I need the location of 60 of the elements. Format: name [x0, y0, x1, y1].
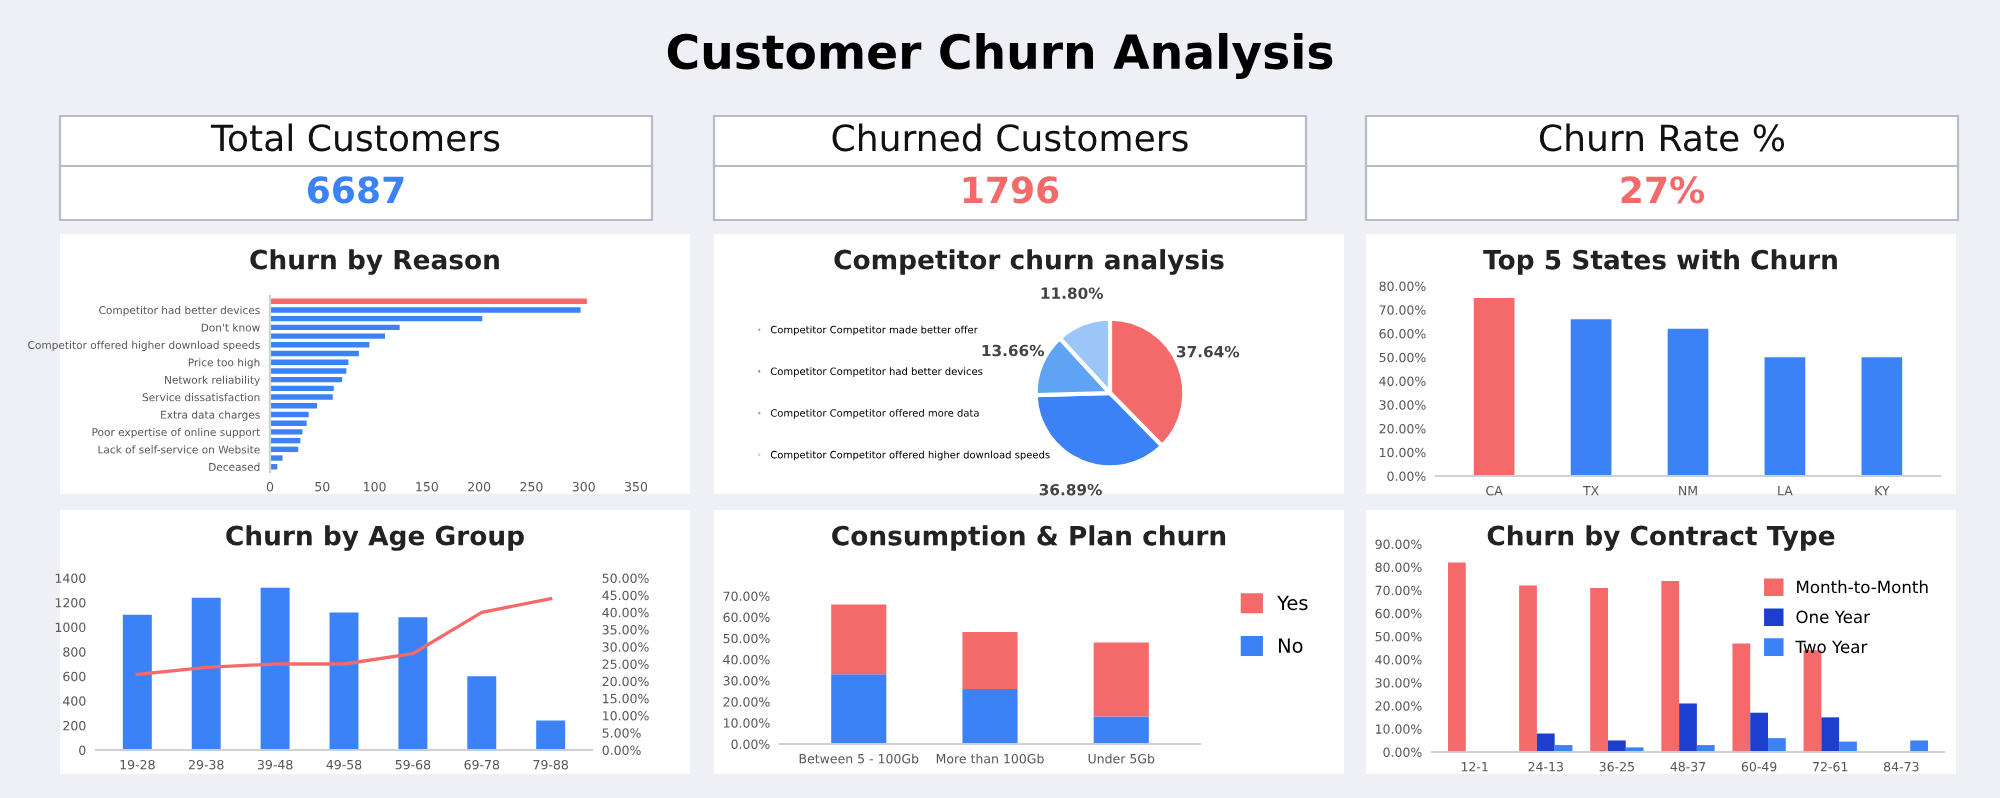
- bar: [1519, 585, 1537, 752]
- bar: [270, 298, 587, 304]
- bar: [1732, 643, 1751, 752]
- legend-label: Yes: [1277, 595, 1308, 611]
- bar: [1448, 562, 1466, 752]
- chart-title: Consumption & Plan churn: [832, 525, 1226, 551]
- bar: [1803, 650, 1822, 752]
- bar: [270, 368, 347, 374]
- bar: [1679, 703, 1697, 752]
- bar: [1570, 319, 1612, 476]
- text: Churn Rate %: [1539, 123, 1785, 152]
- bar: [1093, 716, 1149, 744]
- text: 27%: [1621, 176, 1705, 204]
- bar: [270, 350, 359, 357]
- bar: [1764, 357, 1806, 476]
- text: Customer Churn Analysis: [667, 32, 1333, 80]
- bar: [1093, 642, 1149, 717]
- bar: [1536, 733, 1555, 752]
- bar: [1590, 587, 1608, 752]
- bar: [260, 587, 290, 750]
- bar: [1768, 738, 1786, 752]
- bar: [270, 411, 309, 418]
- chart-title: Churn by Contract Type: [1487, 525, 1835, 551]
- text: 1796: [963, 176, 1059, 204]
- bar: [398, 617, 428, 750]
- bar: [1750, 712, 1768, 752]
- bar: [962, 689, 1018, 744]
- chart-title: Churn by Reason: [250, 249, 499, 275]
- legend-label: Two Year: [1795, 640, 1868, 654]
- line-series: [135, 596, 553, 676]
- bar: [1473, 297, 1515, 476]
- legend-label: No: [1279, 638, 1303, 653]
- chart-title: Churn by Age Group: [226, 525, 524, 551]
- bar: [536, 720, 566, 750]
- bar: [1821, 717, 1840, 752]
- bar: [270, 394, 333, 400]
- text: Competitor churn analysis: [834, 249, 1224, 275]
- bar: [962, 631, 1018, 690]
- chart-title: Top 5 States with Churn: [1483, 249, 1837, 275]
- bar: [1667, 328, 1709, 476]
- bar: [1861, 357, 1903, 476]
- bar: [270, 385, 334, 392]
- bar: [1910, 740, 1928, 752]
- bar: [270, 429, 303, 435]
- bar: [191, 597, 221, 750]
- bar: [831, 674, 887, 744]
- bar: [329, 612, 359, 750]
- text: Total Customers: [210, 123, 500, 152]
- text: Churned Customers: [832, 123, 1188, 152]
- bar: [467, 676, 497, 750]
- bar: [831, 604, 887, 675]
- bar: [1608, 740, 1626, 752]
- bar: [1661, 580, 1680, 752]
- bar: [270, 307, 581, 313]
- text: 6687: [307, 176, 404, 204]
- bar: [270, 324, 400, 331]
- legend-label: Month-to-Month: [1797, 580, 1928, 594]
- legend-label: One Year: [1796, 610, 1870, 624]
- bar: [122, 614, 152, 750]
- bar: [270, 376, 343, 383]
